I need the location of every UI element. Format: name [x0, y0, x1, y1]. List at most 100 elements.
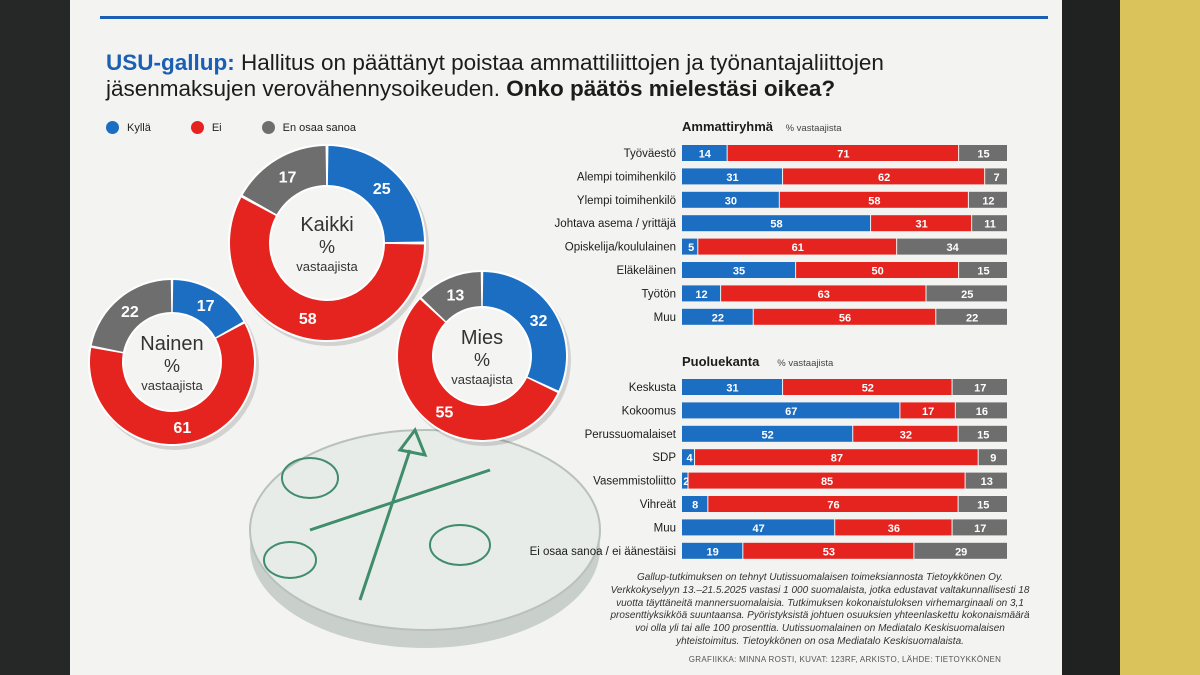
legend-label-yes: Kyllä: [127, 121, 151, 134]
bar-value-label: 15: [977, 500, 989, 512]
legend-label-dunno: En osaa sanoa: [282, 121, 357, 134]
bar-segment-dunno: [958, 425, 1007, 442]
donut-slice-en-osaa-sanoa: [91, 280, 172, 352]
legend-item-dunno: En osaa sanoa: [261, 121, 357, 134]
donut-title: Nainen: [140, 333, 203, 355]
brand-label: USU-gallup:: [106, 50, 235, 75]
donut-value-label: 17: [197, 298, 215, 315]
bar-value-label: 85: [821, 476, 833, 488]
question-emphasis: Onko päätös mielestäsi oikea?: [506, 76, 836, 101]
bar-value-label: 8: [692, 500, 698, 512]
bar-value-label: 63: [818, 289, 830, 301]
bar-segment-no: [871, 215, 972, 232]
bar-value-label: 29: [955, 546, 967, 558]
bar-value-label: 11: [984, 219, 996, 231]
donut-slice-kyllä: [172, 280, 244, 338]
bar-value-label: 16: [976, 406, 988, 418]
legend-item-yes: Kyllä: [106, 121, 151, 134]
bar-segment-dunno: [952, 379, 1007, 395]
donut-chart-mies: 32 55 13 Mies% vastaajista: [396, 270, 571, 446]
bar-row-label: Ylempi toimihenkilö: [577, 195, 676, 207]
legend-item-no: Ei: [190, 121, 222, 134]
donut-value-label: 25: [373, 181, 391, 198]
device-bezel-right: [1062, 0, 1120, 675]
bar-value-label: 19: [707, 546, 719, 558]
footnote: Gallup-tutkimuksen on tehnyt Uutissuomal…: [610, 572, 1030, 647]
bar-segment-yes: [682, 402, 900, 419]
legend-label-no: Ei: [211, 121, 222, 134]
bar-segment-dunno: [936, 308, 1007, 325]
legend-swatch-no: [190, 121, 204, 134]
bar-value-label: 76: [827, 500, 839, 512]
top-accent-line: [100, 16, 1048, 19]
background-desk: [1120, 0, 1200, 675]
bar-segment-no: [721, 285, 926, 302]
donut-title: Mies: [461, 327, 503, 349]
bar-value-label: 13: [981, 476, 993, 488]
bar-value-label: 7: [994, 172, 1000, 184]
bar-segment-dunno: [959, 145, 1007, 161]
donut-value-label: 32: [530, 313, 548, 330]
legend: Kyllä Ei En osaa sanoa: [106, 121, 396, 134]
bar-segment-yes: [682, 262, 796, 278]
bar-segment-yes: [682, 215, 871, 232]
bar-value-label: 5: [688, 242, 694, 254]
bar-chart-puoluekanta: Puoluekanta % vastaajista Keskusta 31 52 17 Ko…: [530, 354, 1007, 559]
bar-value-label: 15: [977, 149, 989, 161]
bar-segment-no: [695, 449, 978, 466]
legend-swatch-yes: [106, 121, 119, 134]
bar-value-label: 14: [699, 149, 712, 161]
bar-value-label: 50: [871, 266, 883, 278]
bar-segment-yes: [682, 519, 835, 536]
bar-segment-yes: [682, 191, 779, 208]
bar-segment-yes: [682, 145, 727, 161]
bar-row-label: Keskusta: [629, 382, 677, 394]
bar-row-label: Työtön: [641, 288, 676, 300]
donut-title: Kaikki: [300, 214, 353, 236]
infographic-page: USU-gallup: Hallitus on päättänyt poista…: [70, 0, 1062, 675]
bar-row-label: Vasemmistoliitto: [593, 476, 676, 488]
bar-value-label: 67: [785, 406, 797, 418]
bar-value-label: 71: [837, 149, 849, 161]
bar-segment-yes: [682, 285, 721, 302]
bar-segment-yes: [682, 449, 695, 466]
bar-segment-yes: [682, 238, 698, 255]
bar-segment-yes: [682, 542, 743, 559]
coin-illustration: [249, 426, 601, 648]
bar-segment-no: [853, 425, 958, 442]
donut-slice-ei: [229, 197, 424, 340]
bar-value-label: 34: [946, 242, 959, 254]
donut-slice-en-osaa-sanoa: [421, 272, 482, 322]
bar-value-label: 2: [683, 476, 689, 488]
donut-value-label: 58: [299, 311, 317, 328]
bar-row-label: Kokoomus: [622, 405, 677, 417]
bar-value-label: 87: [831, 453, 843, 465]
bar-value-label: 30: [725, 195, 737, 207]
bar-segment-yes: [682, 308, 753, 325]
bar-value-label: 61: [792, 242, 804, 254]
bar-segment-yes: [682, 379, 783, 395]
bar-segment-dunno: [968, 191, 1007, 208]
bar-segment-no: [708, 496, 958, 512]
bar-value-label: 4: [686, 453, 693, 465]
question-text: Hallitus on päättänyt poistaa ammattilii…: [106, 50, 884, 101]
bar-segment-yes: [682, 496, 708, 512]
bar-value-label: 12: [982, 195, 994, 207]
donut-value-label: 22: [121, 304, 139, 321]
bar-segment-no: [835, 519, 952, 536]
bar-chart-subtitle: % vastaajista: [777, 358, 834, 369]
donut-slice-kyllä: [327, 146, 424, 243]
bar-row-label: Eläkeläinen: [617, 265, 676, 277]
bar-value-label: 22: [966, 312, 978, 324]
bar-segment-yes: [682, 168, 783, 185]
bar-segment-dunno: [958, 496, 1007, 512]
bar-row-label: Muu: [654, 312, 676, 324]
bar-value-label: 17: [974, 383, 986, 395]
bar-segment-no: [783, 168, 985, 185]
bar-chart-subtitle: % vastaajista: [786, 123, 843, 134]
charts-canvas: 255817Kaikki%vastaajista176122Nainen%vas…: [88, 119, 1007, 648]
bar-value-label: 31: [726, 172, 738, 184]
donut-slice-ei: [397, 299, 558, 441]
